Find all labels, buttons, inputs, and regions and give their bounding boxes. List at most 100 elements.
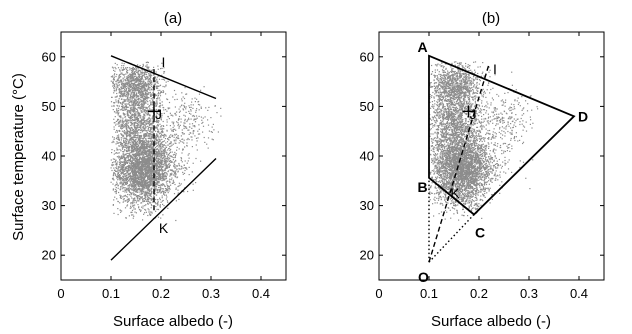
- scatter-point: [154, 156, 156, 158]
- scatter-point: [135, 184, 137, 187]
- scatter-point: [141, 87, 143, 89]
- scatter-point: [168, 180, 170, 182]
- scatter-point: [145, 146, 147, 148]
- scatter-point: [128, 194, 131, 196]
- scatter-point: [119, 179, 121, 181]
- scatter-point: [159, 105, 161, 107]
- scatter-point: [130, 182, 132, 184]
- scatter-point: [142, 159, 144, 161]
- scatter-point: [132, 118, 134, 121]
- scatter-point: [140, 111, 142, 113]
- scatter-point: [119, 115, 121, 117]
- scatter-point: [162, 157, 164, 160]
- scatter-point: [169, 125, 171, 127]
- scatter-point: [118, 174, 121, 176]
- scatter-point: [138, 195, 140, 197]
- scatter-point: [153, 193, 156, 195]
- scatter-point: [136, 117, 138, 119]
- scatter-point: [139, 198, 141, 200]
- scatter-point: [126, 172, 128, 174]
- scatter-point: [129, 162, 131, 164]
- scatter-point: [128, 90, 131, 92]
- scatter-point: [123, 200, 125, 202]
- scatter-point: [136, 141, 138, 143]
- scatter-point: [130, 149, 132, 151]
- scatter-point: [137, 98, 139, 100]
- scatter-point: [145, 209, 147, 211]
- scatter-point: [125, 108, 127, 110]
- scatter-point: [135, 168, 137, 170]
- scatter-point: [137, 70, 139, 72]
- scatter-point: [120, 182, 122, 184]
- scatter-point: [118, 136, 120, 138]
- scatter-point: [134, 78, 136, 80]
- scatter-point: [119, 189, 121, 191]
- scatter-point: [135, 147, 137, 150]
- scatter-point: [118, 137, 120, 139]
- scatter-point: [139, 184, 141, 186]
- scatter-point: [168, 190, 170, 192]
- scatter-point: [128, 80, 130, 82]
- scatter-point: [150, 98, 152, 100]
- scatter-point: [150, 163, 152, 165]
- scatter-point: [150, 173, 152, 175]
- scatter-point: [211, 138, 213, 140]
- scatter-point: [143, 142, 145, 144]
- scatter-point: [138, 105, 140, 107]
- scatter-point: [135, 191, 137, 193]
- scatter-point: [121, 108, 123, 110]
- scatter-point: [182, 138, 184, 140]
- scatter-point: [149, 109, 151, 111]
- scatter-point: [134, 72, 136, 74]
- scatter-point: [116, 156, 118, 158]
- scatter-point: [135, 80, 137, 82]
- scatter-point: [130, 134, 132, 136]
- scatter-point: [143, 120, 145, 122]
- scatter-point: [113, 138, 115, 140]
- scatter-point: [148, 130, 151, 132]
- scatter-point: [139, 149, 141, 151]
- scatter-point: [172, 182, 174, 184]
- scatter-point: [120, 211, 122, 213]
- scatter-point: [137, 64, 139, 66]
- scatter-point: [146, 192, 148, 194]
- scatter-point: [133, 91, 136, 93]
- scatter-point: [124, 84, 126, 86]
- scatter-point: [166, 156, 169, 158]
- scatter-point: [141, 146, 143, 148]
- scatter-point: [114, 96, 116, 98]
- scatter-point: [162, 85, 164, 88]
- scatter-point: [145, 78, 147, 81]
- scatter-point: [134, 171, 136, 174]
- scatter-point: [150, 95, 152, 97]
- scatter-point: [135, 89, 137, 91]
- scatter-point: [131, 167, 133, 169]
- scatter-point: [161, 180, 163, 182]
- scatter-point: [113, 172, 115, 175]
- scatter-point: [132, 116, 134, 118]
- scatter-point: [191, 127, 193, 129]
- scatter-point: [169, 169, 171, 171]
- scatter-point: [149, 198, 151, 200]
- scatter-point: [156, 117, 158, 119]
- scatter-point: [166, 166, 168, 168]
- scatter-point: [177, 123, 180, 125]
- scatter-point: [145, 204, 147, 206]
- scatter-point: [158, 149, 160, 151]
- scatter-point: [123, 68, 126, 70]
- scatter-point: [126, 162, 128, 164]
- scatter-point: [147, 208, 149, 210]
- scatter-point: [121, 123, 123, 125]
- scatter-point: [127, 145, 129, 147]
- scatter-point: [136, 76, 138, 78]
- scatter-point: [135, 129, 137, 131]
- scatter-point: [132, 165, 134, 167]
- scatter-point: [131, 120, 133, 122]
- scatter-point: [137, 136, 139, 138]
- scatter-point: [115, 83, 117, 85]
- scatter-point: [154, 171, 156, 173]
- scatter-point: [148, 211, 150, 213]
- scatter-point: [179, 110, 181, 112]
- scatter-point: [142, 82, 144, 84]
- scatter-point: [116, 131, 118, 133]
